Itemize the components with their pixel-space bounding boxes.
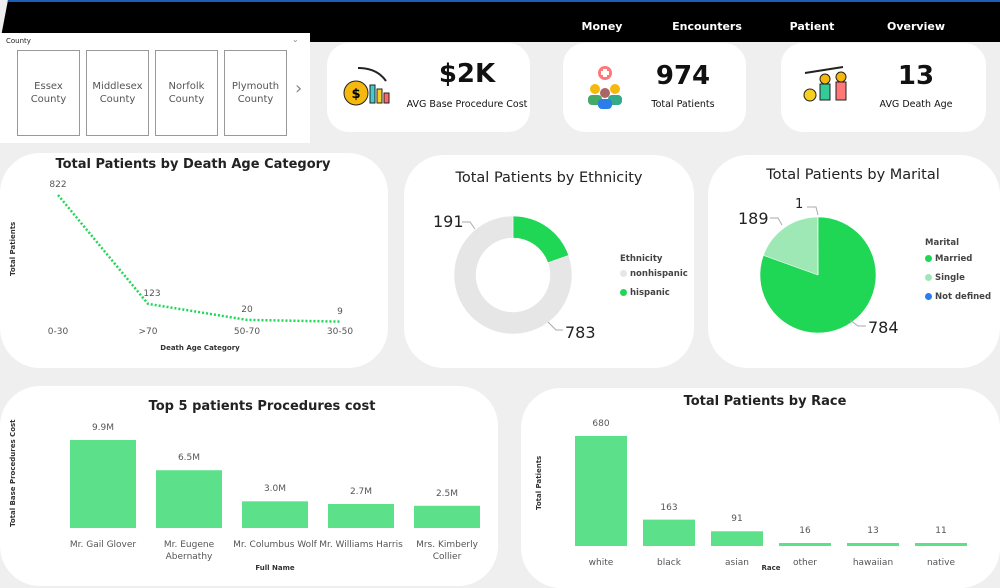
data-label: 6.5M	[178, 453, 200, 463]
leader-line	[548, 322, 563, 330]
x-tick-label: hawaiian	[836, 557, 910, 569]
x-tick-label: Mr. Williams Harris	[315, 539, 407, 551]
bar-mrs-kimberly-collier	[414, 506, 480, 528]
data-label: 822	[49, 180, 66, 190]
data-label: 13	[867, 526, 878, 536]
charts-layer	[0, 0, 1000, 571]
x-tick-label: other	[768, 557, 842, 569]
x-tick-label: Mr. Eugene Abernathy	[143, 539, 235, 563]
bar-black	[643, 520, 695, 546]
x-tick-label: Mr. Gail Glover	[57, 539, 149, 551]
bar-mr-williams-harris	[328, 504, 394, 528]
bar-mr-gail-glover	[70, 440, 136, 528]
data-label: 2.7M	[350, 487, 372, 497]
leader-line	[770, 218, 782, 225]
x-tick-label: asian	[700, 557, 774, 569]
line-series	[58, 195, 340, 322]
x-tick-label: 30-50	[327, 327, 353, 337]
x-tick-label: white	[564, 557, 638, 569]
slice-hispanic	[513, 216, 569, 263]
bar-white	[575, 436, 627, 546]
data-label: 11	[935, 526, 946, 536]
leader-line	[462, 222, 475, 229]
x-tick-label: black	[632, 557, 706, 569]
bar-native	[915, 543, 967, 546]
x-tick-label: Mr. Columbus Wolf	[229, 539, 321, 551]
data-label: 9.9M	[92, 423, 114, 433]
data-label: 20	[241, 305, 252, 315]
data-label: 3.0M	[264, 484, 286, 494]
data-label: 680	[592, 419, 609, 429]
bar-hawaiian	[847, 543, 899, 546]
data-label: 91	[731, 514, 742, 524]
x-tick-label: 0-30	[48, 327, 68, 337]
x-tick-label: Mrs. Kimberly Collier	[401, 539, 493, 563]
data-label: 2.5M	[436, 489, 458, 499]
data-label: 123	[143, 289, 160, 299]
bar-mr-columbus-wolf	[242, 501, 308, 528]
leader-line	[807, 207, 818, 215]
x-tick-label: 50-70	[234, 327, 260, 337]
bar-mr-eugene-abernathy	[156, 470, 222, 528]
data-label: 16	[799, 526, 810, 536]
bar-asian	[711, 531, 763, 546]
data-label: 9	[337, 307, 343, 317]
x-tick-label: native	[904, 557, 978, 569]
data-label: 163	[660, 503, 677, 513]
bar-other	[779, 543, 831, 546]
x-tick-label: >70	[139, 327, 158, 337]
